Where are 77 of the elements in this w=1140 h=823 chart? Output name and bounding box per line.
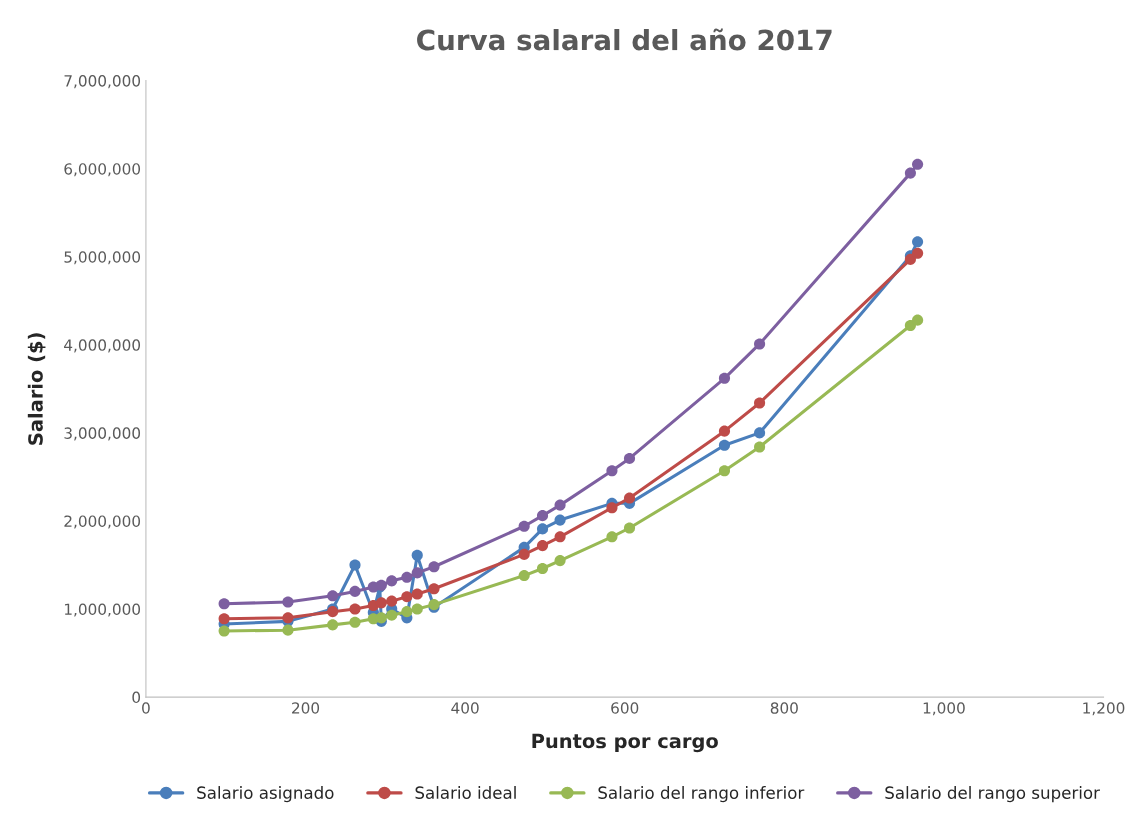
point <box>327 619 339 631</box>
legend-label: Salario del rango superior <box>885 786 1100 803</box>
point <box>218 613 230 625</box>
x-tick-label: 800 <box>770 702 798 714</box>
legend-label: Salario asignado <box>197 786 334 803</box>
y-tick-label: 3,000,000 <box>64 427 141 441</box>
point <box>606 502 618 514</box>
point <box>282 596 294 608</box>
point <box>411 603 423 615</box>
point <box>718 425 731 437</box>
point <box>904 319 916 332</box>
point <box>386 575 398 587</box>
y-axis-title: Salario ($) <box>27 333 46 445</box>
point <box>754 338 766 350</box>
x-tick-label: 1,200 <box>1083 702 1125 716</box>
point <box>386 595 398 607</box>
point <box>606 531 618 543</box>
point <box>912 247 924 259</box>
point <box>349 616 361 628</box>
point <box>554 499 566 511</box>
chart-title: Curva salaral del año 2017 <box>417 28 832 51</box>
x-tick-label: 400 <box>451 702 479 714</box>
point <box>349 585 361 597</box>
point <box>606 465 618 477</box>
point <box>912 236 924 248</box>
y-tick-label: 1,000,000 <box>64 603 141 617</box>
y-tick-label: 5,000,000 <box>64 251 141 265</box>
point <box>554 555 566 567</box>
point <box>401 571 413 583</box>
point <box>282 624 294 636</box>
point <box>518 570 530 582</box>
point <box>428 583 440 595</box>
point <box>623 492 636 504</box>
point <box>536 510 549 522</box>
point <box>554 514 566 526</box>
point <box>218 598 230 610</box>
point <box>401 606 413 618</box>
point <box>411 567 423 579</box>
point <box>349 559 361 571</box>
point <box>718 372 731 384</box>
point <box>536 540 549 552</box>
point <box>327 590 339 602</box>
point <box>754 397 766 409</box>
x-axis-title: Puntos por cargo <box>532 733 718 753</box>
point <box>912 158 924 170</box>
point <box>428 561 440 573</box>
point <box>754 441 766 453</box>
point <box>349 603 361 615</box>
point <box>536 562 549 575</box>
point <box>718 439 731 451</box>
y-tick-label: 7,000,000 <box>64 75 141 89</box>
point <box>554 531 566 543</box>
point <box>718 465 731 477</box>
point <box>411 588 423 600</box>
x-tick-label: 0 <box>142 702 150 714</box>
point <box>218 625 230 637</box>
y-tick-label: 6,000,000 <box>64 163 141 177</box>
y-tick-label: 0 <box>132 691 141 704</box>
x-tick-label: 1,000 <box>923 702 965 716</box>
point <box>754 427 766 439</box>
point <box>411 549 423 561</box>
y-tick-label: 4,000,000 <box>64 339 141 353</box>
legend-label: Salario del rango inferior <box>598 786 805 803</box>
point <box>386 609 398 621</box>
point <box>623 452 636 464</box>
x-tick-label: 200 <box>292 702 320 714</box>
legend-label: Salario ideal <box>415 786 516 799</box>
point <box>536 523 549 535</box>
point <box>912 314 924 326</box>
x-tick-label: 600 <box>611 702 639 714</box>
point <box>518 520 530 532</box>
y-tick-label: 2,000,000 <box>64 515 141 529</box>
point <box>375 597 387 609</box>
point <box>518 548 530 560</box>
point <box>623 522 636 534</box>
point <box>904 167 916 179</box>
point <box>401 591 413 603</box>
